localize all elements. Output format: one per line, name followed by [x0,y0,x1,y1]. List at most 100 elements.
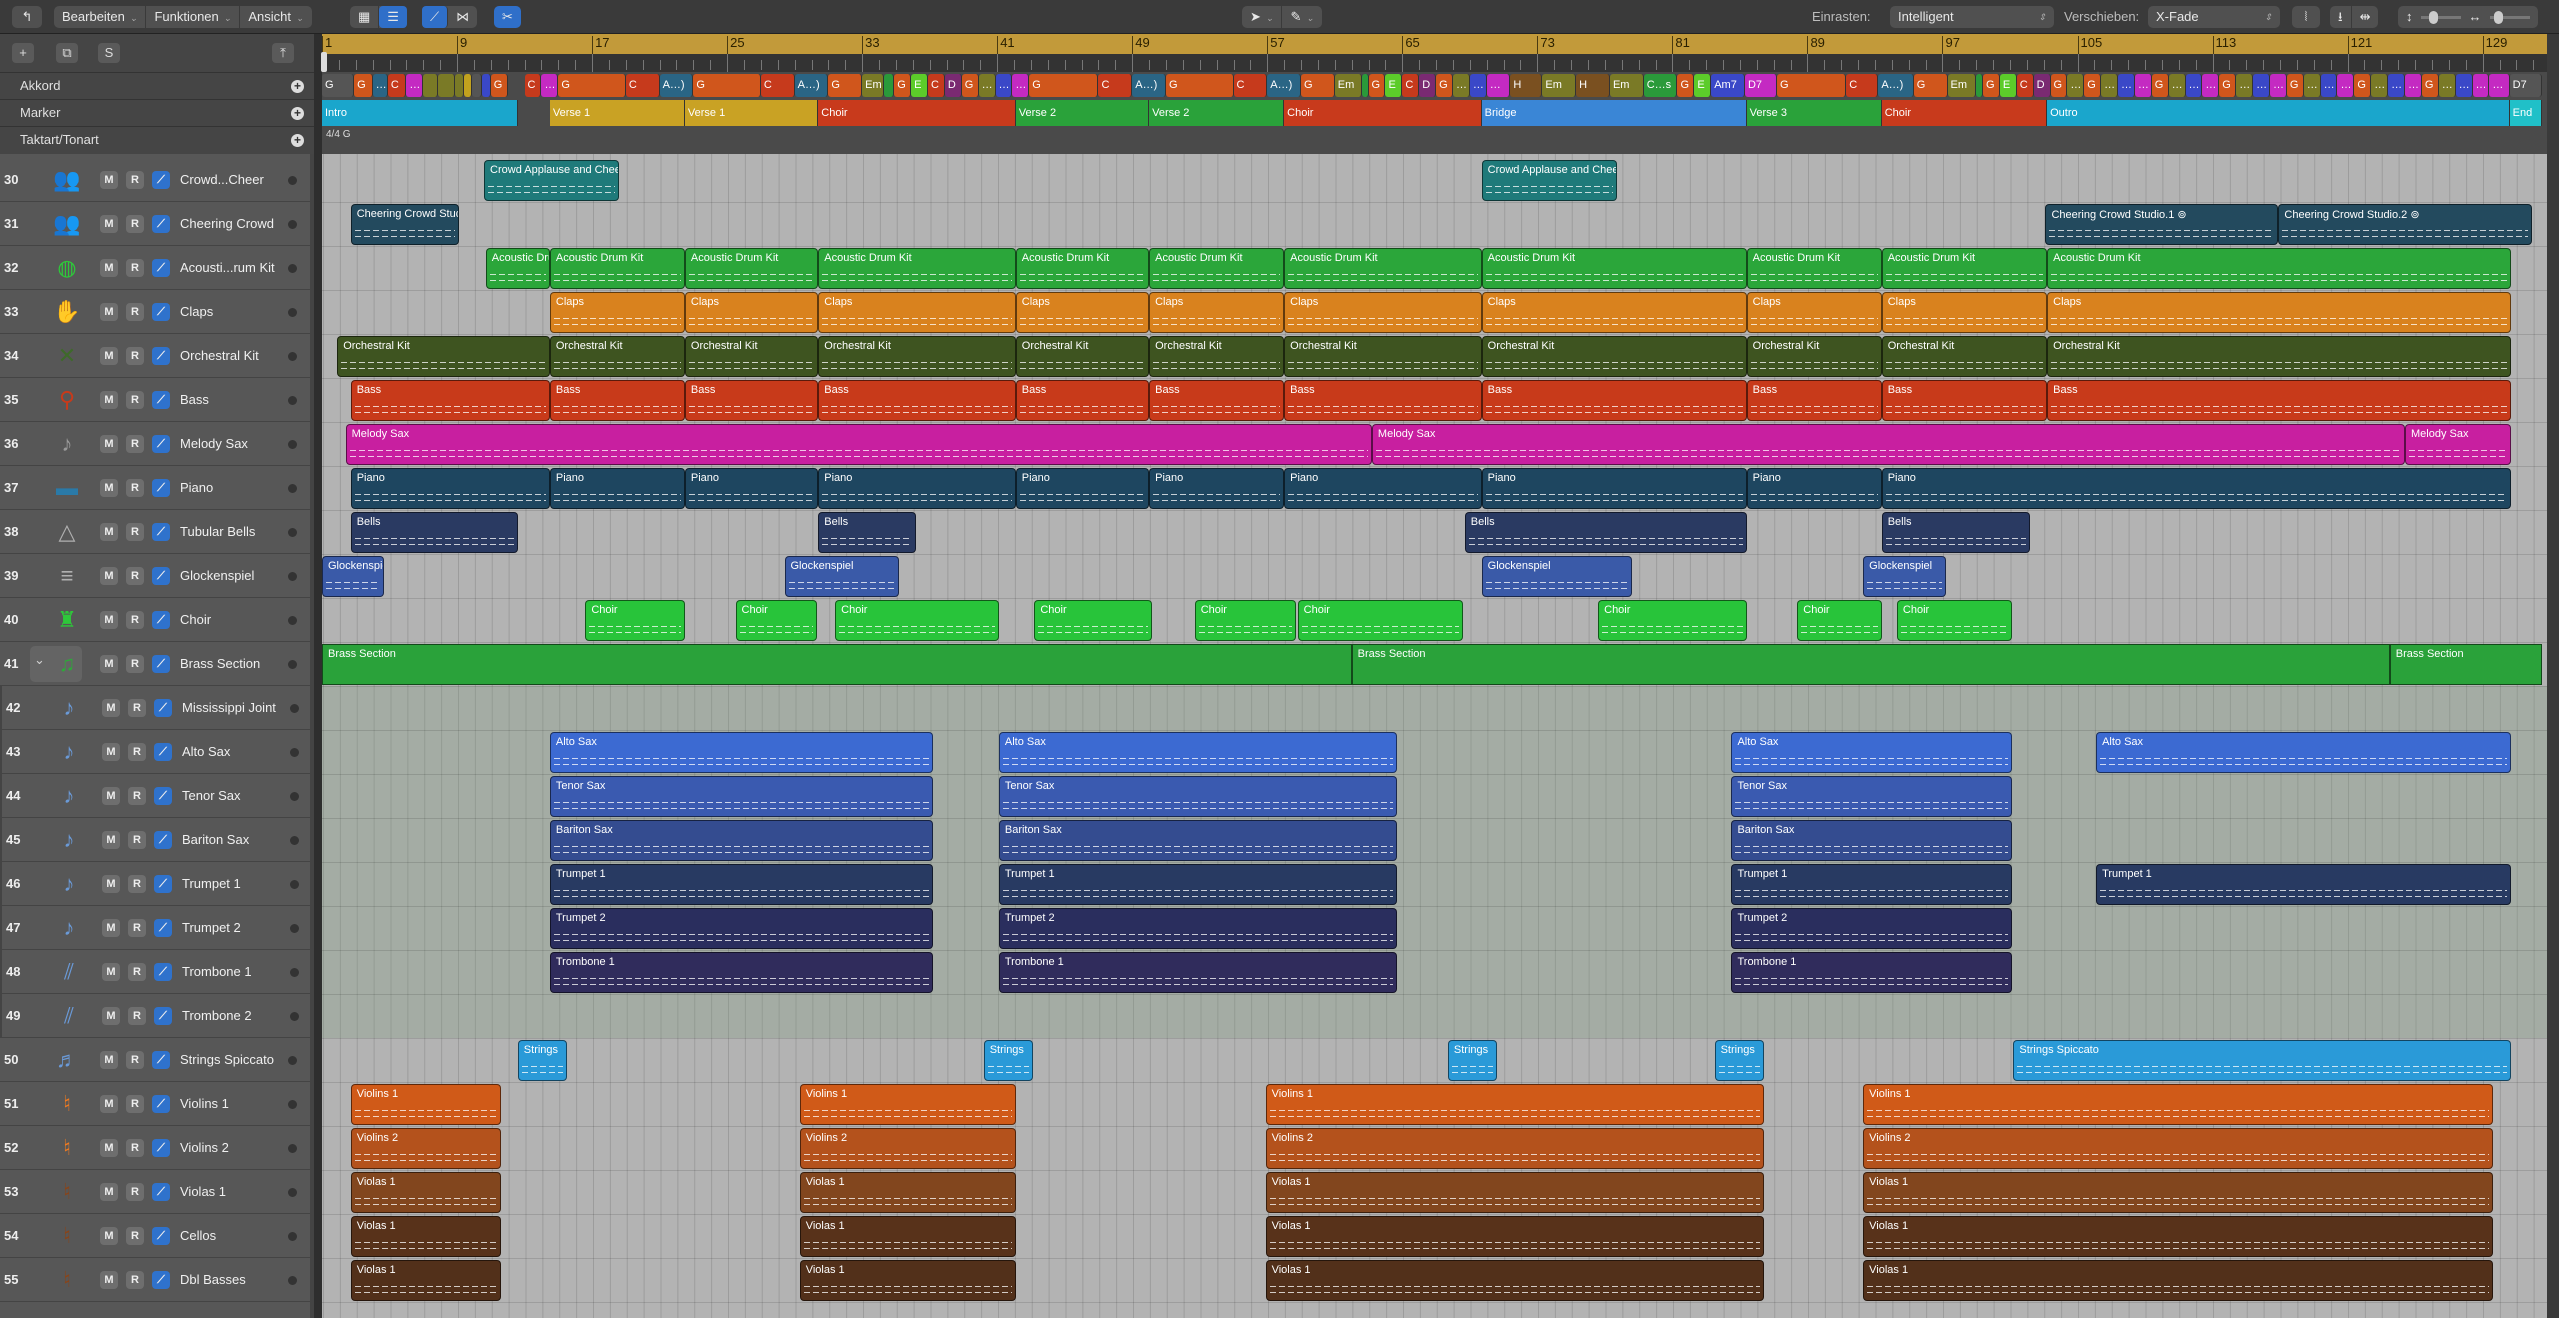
region[interactable]: Bass [1149,380,1285,421]
chord-region[interactable]: C [387,74,407,97]
chord-region[interactable]: E [911,74,928,97]
region[interactable]: Piano [1881,468,2512,509]
track-header[interactable]: 30 👥 M R ⟋ Crowd...Cheer [0,158,310,202]
menu-ansicht[interactable]: Ansicht ⌄ [248,9,304,24]
time-signature[interactable]: 4/4 G [326,129,351,140]
region[interactable]: Piano [818,468,1016,509]
region[interactable]: Claps [1149,292,1285,333]
chord-region[interactable]: … [995,74,1013,97]
chord-region[interactable]: E [1385,74,1403,97]
record-button[interactable]: R [126,171,144,189]
chord-region[interactable]: G [1166,74,1234,97]
automation-button[interactable]: ⟋ [152,567,170,585]
mute-button[interactable]: M [102,963,120,981]
chord-region[interactable] [463,74,473,97]
record-enable-dot[interactable] [288,660,297,669]
region[interactable]: Orchestral Kit [1481,336,1747,377]
snap-select[interactable]: Intelligent ⇕ [1890,6,2054,28]
record-button[interactable]: R [128,743,146,761]
chord-region[interactable]: … [2489,74,2510,97]
region[interactable]: Violas 1 [350,1260,501,1301]
region[interactable]: Orchestral Kit [1284,336,1482,377]
region[interactable]: Bass [684,380,819,421]
region[interactable]: Piano [1149,468,1285,509]
automation-button[interactable]: ⟋ [152,303,170,321]
collapse-global-tracks-button[interactable]: ⤒ [272,43,294,63]
chord-region[interactable]: … [2134,74,2152,97]
record-button[interactable]: R [128,875,146,893]
record-button[interactable]: R [126,1095,144,1113]
horizontal-fit-icon[interactable]: ⇹ [2359,9,2371,24]
record-button[interactable]: R [126,523,144,541]
mute-button[interactable]: M [100,215,118,233]
chord-region[interactable]: C [1233,74,1268,97]
region[interactable]: Acoustic Drum Kit [1284,248,1482,289]
region[interactable]: Choir [1297,600,1464,641]
region[interactable]: Choir [735,600,817,641]
record-button[interactable]: R [128,919,146,937]
region[interactable]: Strings Spiccato [2013,1040,2512,1081]
track-header[interactable]: 37 ▬ M R ⟋ Piano [0,466,310,510]
automation-button[interactable]: ⟋ [154,919,172,937]
mute-button[interactable]: M [100,611,118,629]
chord-region[interactable]: … [2118,74,2135,97]
track-header[interactable]: 46 ♪ M R ⟋ Trumpet 1 [0,862,310,906]
region[interactable]: Tenor Sax [549,776,934,817]
record-button[interactable]: R [128,699,146,717]
back-button[interactable]: ↰ [12,6,42,28]
automation-button[interactable]: ⟋ [152,1271,170,1289]
region[interactable]: Acoustic Drum Kit [818,248,1016,289]
region[interactable]: Orchestral Kit [684,336,819,377]
region[interactable]: Violins 1 [1863,1084,2493,1125]
track-header[interactable]: 43 ♪ M R ⟋ Alto Sax [0,730,310,774]
add-track-button[interactable]: + [12,43,34,63]
region[interactable]: Orchestral Kit [549,336,685,377]
region[interactable]: Bariton Sax [549,820,934,861]
automation-button[interactable]: ⟋ [152,1095,170,1113]
region[interactable]: Claps [2047,292,2512,333]
automation-button[interactable]: ⟋ [152,1183,170,1201]
solo-button[interactable]: S [98,43,120,63]
chord-region[interactable]: … [2236,74,2254,97]
region[interactable]: Choir [1034,600,1153,641]
chord-region[interactable]: G [490,74,508,97]
pointer-tool-icon[interactable]: ➤ ⌄ [1242,6,1283,28]
automation-button[interactable]: ⟋ [152,435,170,453]
chord-region[interactable]: G [2084,74,2102,97]
chord-region[interactable]: … [1486,74,1511,97]
mute-button[interactable]: M [100,171,118,189]
record-enable-dot[interactable] [288,352,297,361]
region[interactable]: Orchestral Kit [2047,336,2512,377]
chord-region[interactable]: Em [862,74,885,97]
automation-icon[interactable]: ⟋ [422,6,449,28]
track-header[interactable]: 47 ♪ M R ⟋ Trumpet 2 [0,906,310,950]
region[interactable]: Choir [1598,600,1747,641]
automation-button[interactable]: ⟋ [154,699,172,717]
automation-button[interactable]: ⟋ [154,963,172,981]
chord-region[interactable]: … [2101,74,2119,97]
mute-button[interactable]: M [100,347,118,365]
vertical-scrollbar[interactable] [2547,34,2559,1318]
marker-region[interactable]: Choir [1881,100,2048,126]
region[interactable]: Orchestral Kit [1746,336,1882,377]
chord-region[interactable] [438,74,456,97]
region[interactable]: Claps [1481,292,1747,333]
region[interactable]: Choir [1896,600,2012,641]
automation-button[interactable]: ⟋ [152,655,170,673]
region[interactable]: Choir [1194,600,1296,641]
automation-button[interactable]: ⟋ [152,523,170,541]
record-enable-dot[interactable] [288,484,297,493]
record-enable-dot[interactable] [288,616,297,625]
region[interactable]: Violas 1 [799,1216,1016,1257]
region[interactable]: Acoustic Drum Kit [684,248,819,289]
record-enable-dot[interactable] [288,1100,297,1109]
record-enable-dot[interactable] [288,1056,297,1065]
track-header[interactable]: 36 ♪ M R ⟋ Melody Sax [0,422,310,466]
region[interactable]: Piano [684,468,819,509]
chord-region[interactable] [884,74,895,97]
region[interactable]: Bass [1284,380,1482,421]
mute-button[interactable]: M [102,699,120,717]
ruler-ticks[interactable] [322,54,2547,72]
track-header[interactable]: 34 ✕ M R ⟋ Orchestral Kit [0,334,310,378]
chord-region[interactable]: … [372,74,388,97]
